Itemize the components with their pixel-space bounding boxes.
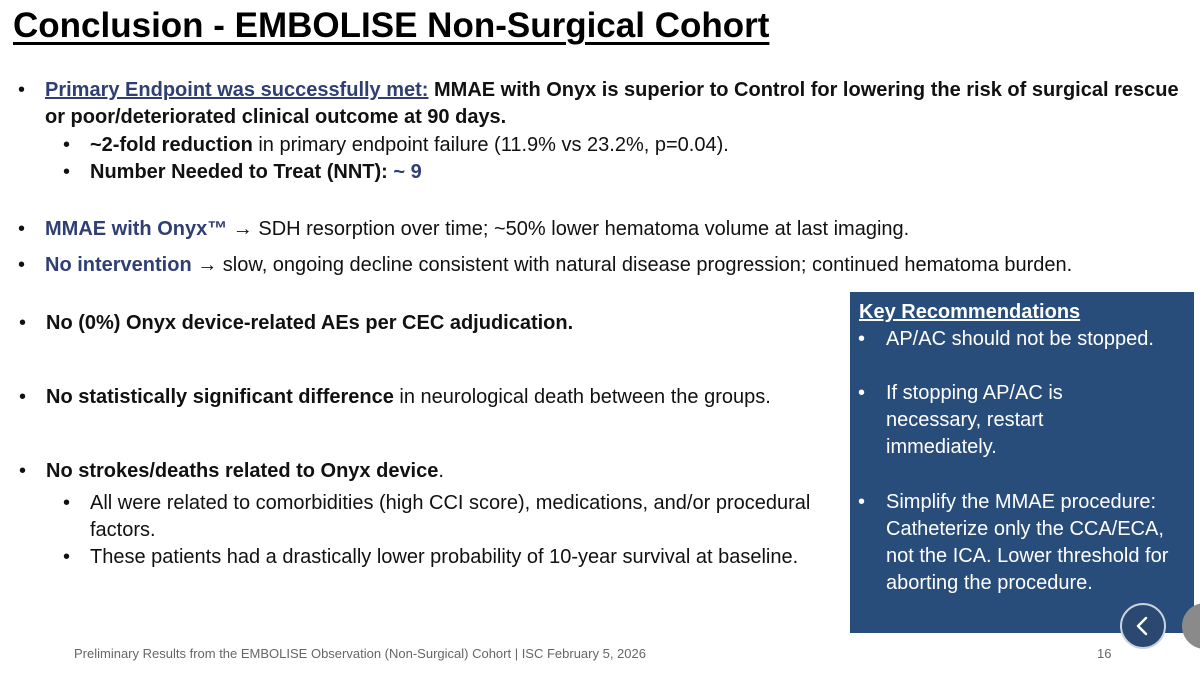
bullet-marker: • (18, 218, 26, 240)
bullet-marker: • (63, 492, 71, 514)
comorbidities-text: All were related to comorbidities (high … (90, 492, 811, 541)
strokes-deaths-text: . (438, 460, 444, 482)
slide-title: Conclusion - EMBOLISE Non-Surgical Cohor… (13, 6, 770, 45)
nnt-label: Number Needed to Treat (NNT): (90, 161, 388, 183)
previous-slide-button[interactable] (1120, 603, 1166, 649)
sub-bullet-fold-reduction: • ~2-fold reduction in primary endpoint … (63, 132, 1163, 159)
sub-bullet-survival: • These patients had a drastically lower… (63, 544, 823, 571)
mmae-onyx-text: SDH resorption over time; ~50% lower hem… (252, 218, 910, 240)
strokes-deaths-bold: No strokes/deaths related to Onyx device (46, 460, 439, 482)
no-intervention-text: slow, ongoing decline consistent with na… (217, 254, 1073, 276)
bullet-marker: • (19, 386, 27, 408)
bullet-marker: • (63, 161, 71, 183)
neuro-death-bold: No statistically significant difference (46, 386, 394, 408)
recommendation-item: AP/AC should not be stopped. (886, 328, 1154, 350)
key-recommendations-title: Key Recommendations (859, 301, 1081, 323)
chevron-left-icon (1136, 616, 1148, 636)
bullet-marker: • (18, 79, 26, 101)
sub-bullet-nnt: • Number Needed to Treat (NNT): ~ 9 (63, 159, 1163, 186)
recommendation-item: Simplify the MMAE procedure: Catheterize… (886, 491, 1169, 594)
bullet-no-intervention: • No intervention → slow, ongoing declin… (18, 252, 1193, 279)
neuro-death-text: in neurological death between the groups… (393, 386, 771, 408)
bullet-marker: • (858, 491, 866, 513)
no-intervention-lead: No intervention (45, 254, 192, 276)
no-aes-text: No (0%) Onyx device-related AEs per CEC … (46, 312, 574, 334)
bullet-strokes-deaths: • No strokes/deaths related to Onyx devi… (19, 458, 819, 485)
arrow-right-icon: → (232, 218, 253, 240)
sub-bullet-comorbidities: • All were related to comorbidities (hig… (63, 490, 823, 544)
arrow-right-icon: → (197, 254, 218, 276)
footer-text: Preliminary Results from the EMBOLISE Ob… (74, 646, 646, 661)
bullet-marker: • (18, 254, 26, 276)
survival-text: These patients had a drastically lower p… (90, 546, 799, 568)
bullet-no-aes: • No (0%) Onyx device-related AEs per CE… (19, 310, 819, 337)
primary-endpoint-text: MMAE with Onyx is superior to Control fo… (45, 79, 1179, 128)
recommendation-item: If stopping AP/AC is necessary, restart … (886, 382, 1063, 458)
bullet-marker: • (19, 312, 27, 334)
primary-endpoint-lead: Primary Endpoint was successfully met: (45, 79, 429, 101)
bullet-mmae-onyx: • MMAE with Onyx™ → SDH resorption over … (18, 216, 1193, 243)
mmae-onyx-lead: MMAE with Onyx™ (45, 218, 228, 240)
bullet-marker: • (63, 134, 71, 156)
page-number: 16 (1097, 646, 1112, 661)
nnt-value: ~ 9 (387, 161, 422, 183)
fold-reduction-bold: ~2-fold reduction (90, 134, 253, 156)
bullet-marker: • (63, 546, 71, 568)
next-slide-button[interactable] (1182, 603, 1200, 649)
fold-reduction-text: in primary endpoint failure (11.9% vs 23… (252, 134, 729, 156)
bullet-marker: • (19, 460, 27, 482)
bullet-marker: • (858, 328, 866, 350)
bullet-marker: • (858, 382, 866, 404)
bullet-primary-endpoint: • Primary Endpoint was successfully met:… (18, 77, 1193, 131)
key-recommendations-box: Key Recommendations • AP/AC should not b… (850, 292, 1194, 633)
bullet-neuro-death: • No statistically significant differenc… (19, 384, 849, 411)
